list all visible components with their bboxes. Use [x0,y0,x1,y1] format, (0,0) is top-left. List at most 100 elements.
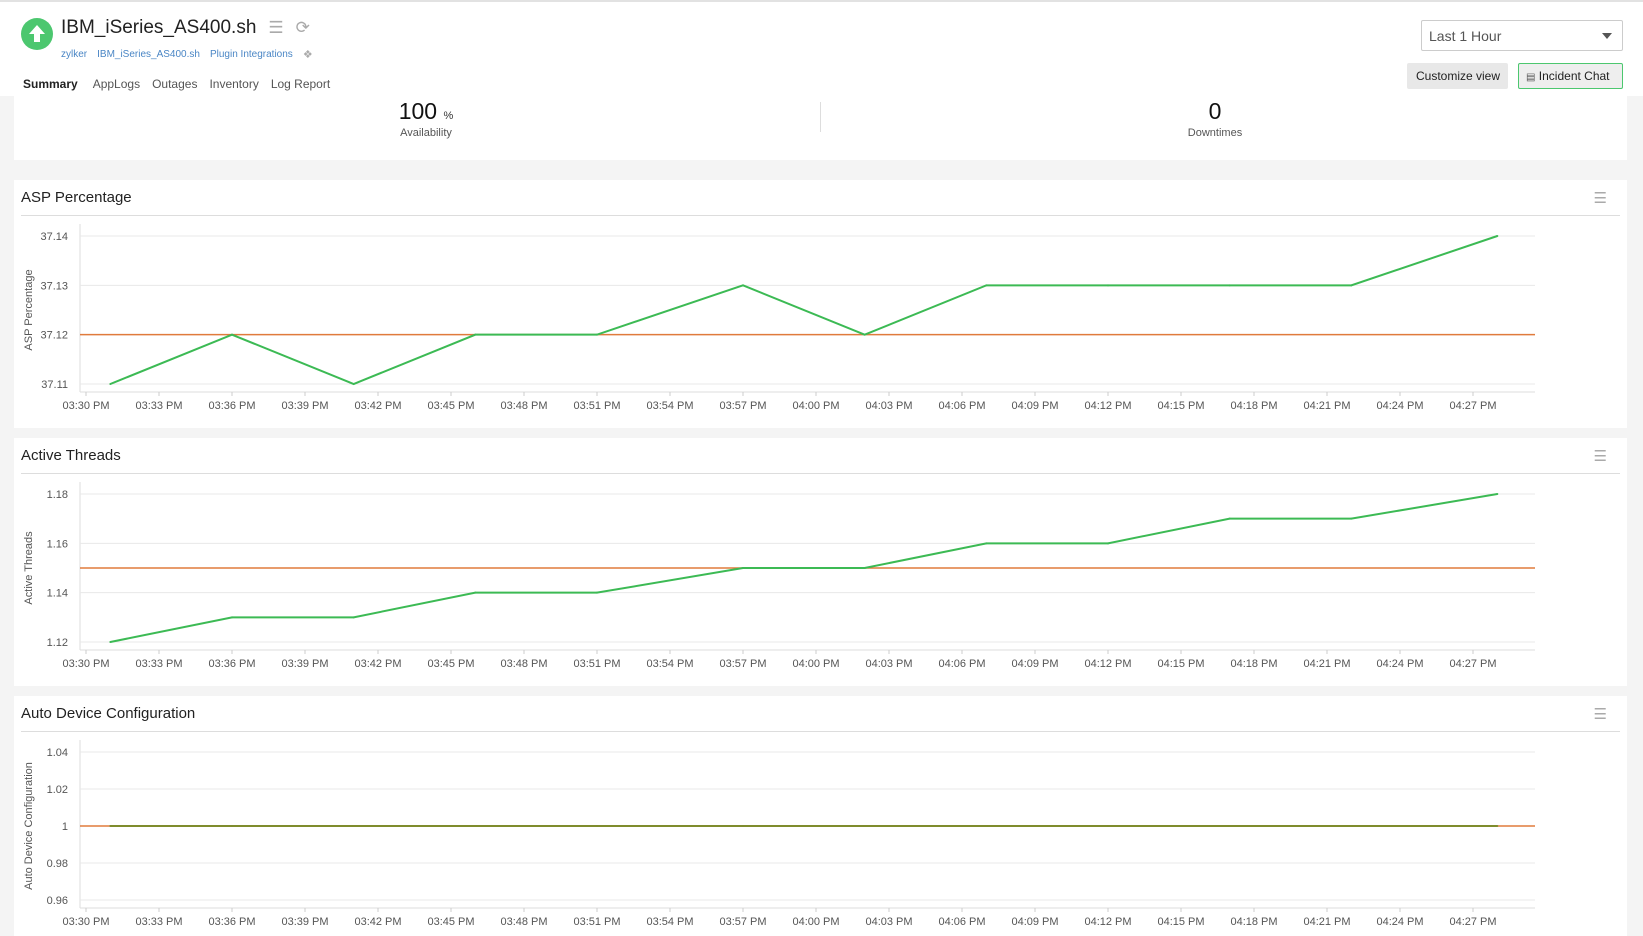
caret-down-icon [1602,33,1612,39]
tab-log-report[interactable]: Log Report [270,77,331,91]
chart-card-active-threads: Active Threads ☰ 1.12 1.14 1.16 1.18 03:30 P… [14,438,1627,686]
x-tick-label: 04:12 PM [1084,658,1131,670]
data-point [596,591,598,594]
data-point [985,542,988,545]
x-tick-label: 03:48 PM [500,658,547,670]
x-tick-label: 04:06 PM [938,658,985,670]
summary-panel: 100 % Availability 0 Downtimes [14,96,1627,160]
incident-chat-label: Incident Chat [1538,69,1610,83]
data-point [1496,493,1499,495]
x-tick-label: 03:54 PM [646,658,693,670]
breadcrumb-link[interactable]: zylker [61,49,88,60]
x-tick-label: 03:51 PM [573,916,620,928]
data-point [109,641,112,643]
divider [21,215,1620,216]
x-tick-label: 04:27 PM [1449,916,1496,928]
y-tick-label: 37.13 [40,280,68,292]
monitor-title: IBM_iSeries_AS400.sh [61,17,257,38]
customize-view-button[interactable]: Customize view [1407,63,1508,89]
x-tick-label: 03:48 PM [500,400,547,412]
downtimes-stat: 0 Downtimes [1115,98,1315,139]
tag-icon[interactable]: ❖ [302,49,313,61]
y-tick-label: 37.14 [40,231,68,243]
data-point [474,825,477,827]
x-tick-label: 04:24 PM [1376,658,1423,670]
x-tick-label: 04:03 PM [865,916,912,928]
x-tick-label: 04:18 PM [1230,400,1277,412]
availability-unit: % [443,110,454,122]
data-point [1107,284,1109,287]
chat-icon: ▤ [1526,72,1536,83]
active-threads-chart: 1.12 1.14 1.16 1.18 03:30 PM 03:33 PM 03:36 PM… [23,482,1535,670]
x-tick-label: 04:12 PM [1084,400,1131,412]
divider [820,102,821,132]
x-tick-label: 04:24 PM [1376,400,1423,412]
data-point [1228,517,1231,520]
data-point [1350,825,1353,827]
data-point [742,567,744,569]
chart-menu-icon[interactable]: ☰ [1593,448,1607,465]
chart-card-asp-percentage: ASP Percentage ☰ 37.11 37.12 37.13 37.14 03:… [14,180,1627,428]
x-tick-label: 04:21 PM [1303,916,1350,928]
breadcrumb-link[interactable]: IBM_iSeries_AS400.sh [97,49,200,60]
x-tick-label: 03:33 PM [135,658,182,670]
x-tick-label: 04:09 PM [1011,916,1058,928]
x-tick-label: 04:06 PM [938,400,985,412]
x-tick-label: 03:45 PM [427,658,474,670]
y-tick-label: 37.12 [40,330,68,342]
breadcrumb: zylker IBM_iSeries_AS400.sh Plugin Integ… [61,48,313,61]
x-tick-label: 03:51 PM [573,658,620,670]
x-tick-label: 04:15 PM [1157,400,1204,412]
chart-menu-icon[interactable]: ☰ [1593,706,1607,723]
data-point [1350,284,1353,287]
data-point [742,284,744,287]
x-tick-label: 03:54 PM [646,916,693,928]
chart-menu-icon[interactable]: ☰ [1593,190,1607,207]
x-tick-label: 03:51 PM [573,400,620,412]
series-line [109,235,1498,386]
y-tick-label: 1.18 [47,489,68,501]
y-tick-label: 1.04 [47,747,68,759]
data-point [863,825,866,827]
tab-outages[interactable]: Outages [152,77,198,91]
x-tick-label: 03:42 PM [354,400,401,412]
data-point [742,825,744,827]
data-point [596,825,598,827]
monitor-header: IBM_iSeries_AS400.sh ☰ ⟳ zylker IBM_iSer… [0,0,1643,100]
data-point [1228,284,1231,287]
tab-inventory[interactable]: Inventory [209,77,259,91]
y-tick-label: 1.16 [47,538,68,550]
x-tick-label: 04:15 PM [1157,916,1204,928]
x-tick-label: 04:15 PM [1157,658,1204,670]
x-tick-label: 04:21 PM [1303,658,1350,670]
data-point [109,383,112,385]
x-tick-label: 04:09 PM [1011,658,1058,670]
data-point [985,825,988,827]
x-tick-label: 03:45 PM [427,400,474,412]
x-tick-label: 03:36 PM [208,916,255,928]
x-tick-label: 04:00 PM [792,658,839,670]
x-tick-label: 04:00 PM [792,916,839,928]
refresh-icon[interactable]: ⟳ [295,18,310,37]
chart-title: ASP Percentage [21,189,132,206]
x-tick-label: 03:39 PM [281,658,328,670]
breadcrumb-link[interactable]: Plugin Integrations [209,49,293,60]
y-tick-label: 0.98 [47,858,68,870]
incident-chat-button[interactable]: ▤ Incident Chat [1518,63,1623,89]
y-tick-label: 1 [62,821,68,833]
data-point [231,333,233,336]
tab-applogs[interactable]: AppLogs [92,77,141,91]
data-point [109,825,112,827]
series-line [110,493,1498,643]
x-tick-label: 04:18 PM [1230,916,1277,928]
y-tick-label: 0.96 [47,895,68,907]
x-tick-label: 04:09 PM [1011,400,1058,412]
menu-icon[interactable]: ☰ [268,18,284,37]
x-tick-label: 04:18 PM [1230,658,1277,670]
x-tick-label: 03:39 PM [281,916,328,928]
time-range-select[interactable]: Last 1 Hour [1421,20,1623,51]
x-tick-label: 04:27 PM [1449,400,1496,412]
y-axis-label: Auto Device Configuration [23,762,35,890]
data-point [474,333,477,336]
auto-device-configuration-chart: 0.96 0.98 1 1.02 1.04 03:30 PM 03:33 PM 03:36 P… [23,740,1535,928]
